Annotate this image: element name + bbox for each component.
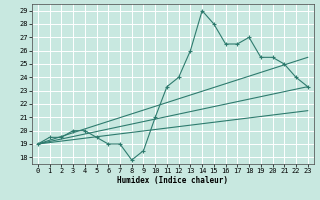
X-axis label: Humidex (Indice chaleur): Humidex (Indice chaleur) bbox=[117, 176, 228, 185]
